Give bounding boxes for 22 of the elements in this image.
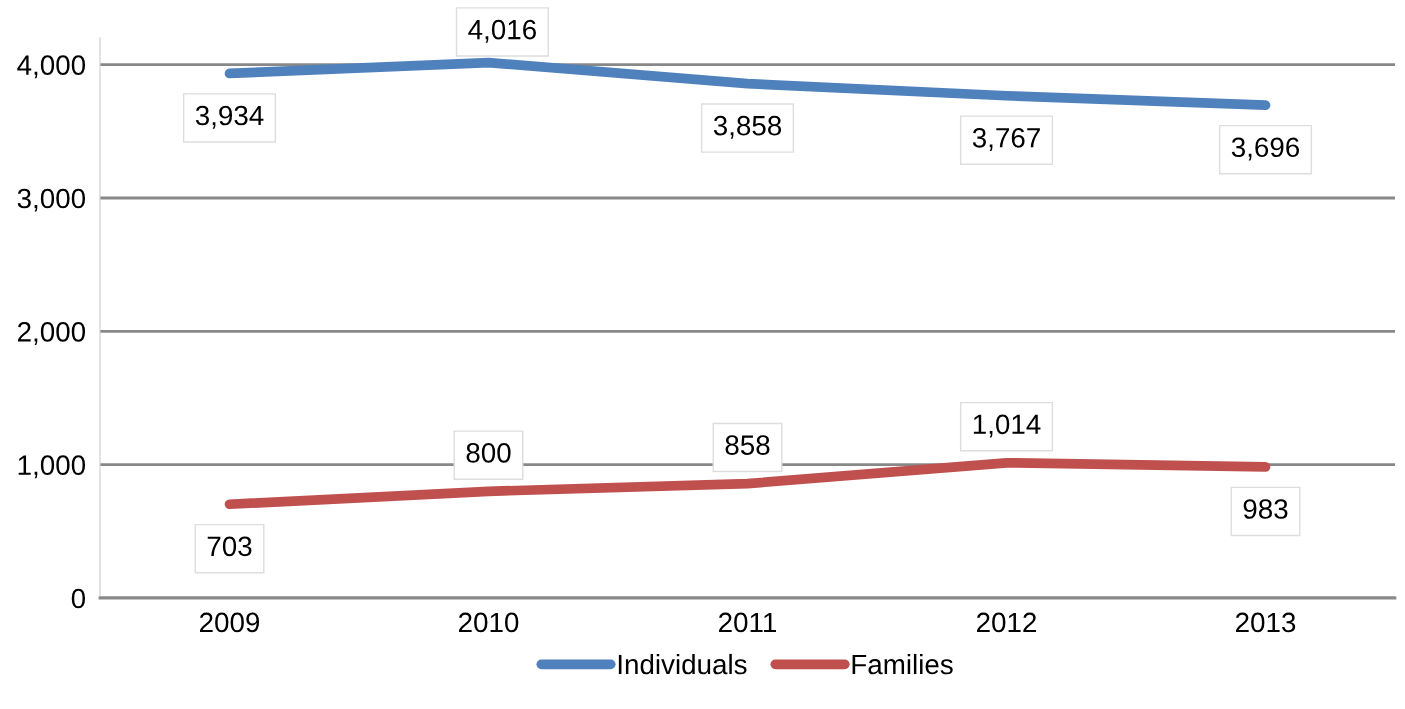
x-tick-label: 2009: [200, 612, 260, 633]
data-label: 983: [1243, 499, 1288, 519]
y-tick-label: 0: [71, 588, 86, 609]
x-tick-label: 2011: [719, 612, 777, 633]
data-label: 4,016: [468, 19, 536, 43]
data-label: 3,934: [195, 105, 264, 129]
x-tick-label: 2013: [1236, 612, 1296, 633]
y-tick-label: 2,000: [18, 322, 86, 345]
legend-label: Families: [852, 653, 953, 675]
x-tick-label: 2010: [459, 612, 519, 633]
y-tick-label: 3,000: [17, 188, 86, 212]
y-tick-label: 1,000: [18, 455, 86, 479]
data-label: 858: [725, 435, 770, 455]
data-label: 3,858: [713, 115, 782, 139]
data-label: 3,696: [1231, 137, 1300, 161]
legend-label: Individuals: [618, 653, 747, 675]
x-tick-label: 2012: [977, 612, 1037, 633]
data-label: 3,767: [972, 127, 1040, 151]
data-label: 800: [466, 443, 511, 463]
y-tick-label: 4,000: [17, 55, 86, 79]
data-label: 703: [207, 536, 252, 557]
data-label: 1,014: [973, 414, 1041, 438]
